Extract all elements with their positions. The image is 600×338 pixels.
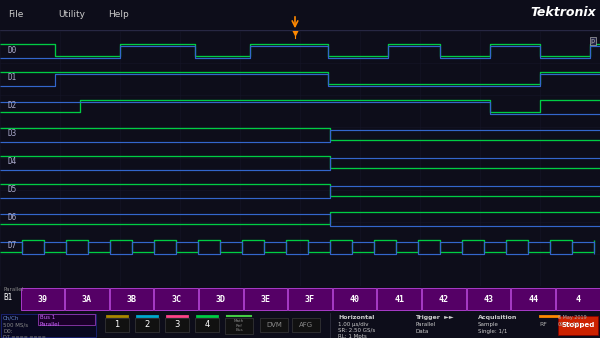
Text: 8 May 2019: 8 May 2019	[558, 315, 587, 320]
Text: Acquisition: Acquisition	[478, 315, 517, 320]
Text: 40: 40	[350, 295, 359, 304]
Text: D4: D4	[7, 157, 16, 166]
Text: B1: B1	[3, 293, 12, 302]
Text: 2: 2	[145, 320, 149, 329]
Bar	[110, 288, 154, 311]
Bar	[288, 288, 332, 311]
Text: 44: 44	[528, 295, 538, 304]
Text: Parallel: Parallel	[415, 322, 435, 327]
Text: D7 ==== ====: D7 ==== ====	[3, 335, 46, 338]
Text: AFG: AFG	[299, 322, 313, 328]
Text: 4: 4	[205, 320, 209, 329]
Text: 43: 43	[484, 295, 493, 304]
Bar	[20, 288, 64, 311]
Bar	[260, 318, 288, 332]
Text: 42: 42	[439, 295, 449, 304]
Text: Data: Data	[415, 329, 428, 334]
Text: D7: D7	[7, 241, 16, 250]
Text: 3F: 3F	[305, 295, 315, 304]
Text: Ch/Ch: Ch/Ch	[3, 316, 19, 321]
Text: 41: 41	[394, 295, 404, 304]
Text: D1: D1	[7, 73, 16, 82]
Text: Parallel: Parallel	[40, 321, 60, 327]
Text: D0: D0	[7, 46, 16, 54]
Text: Sample: Sample	[478, 322, 499, 327]
Text: 1.00 μs/div: 1.00 μs/div	[338, 321, 368, 327]
Text: DVM: DVM	[266, 322, 282, 328]
Text: File: File	[8, 10, 23, 19]
Text: 500 MS/s: 500 MS/s	[3, 322, 28, 327]
Bar	[165, 318, 189, 332]
Text: p: p	[591, 38, 595, 44]
Bar	[1, 314, 96, 337]
Text: Bus 1: Bus 1	[40, 315, 55, 320]
Bar	[65, 288, 109, 311]
Text: 3E: 3E	[260, 295, 271, 304]
Text: 3C: 3C	[171, 295, 181, 304]
Bar	[38, 314, 95, 325]
Text: Horizontal: Horizontal	[338, 315, 374, 320]
Text: Math
Ref
Bus: Math Ref Bus	[234, 319, 244, 333]
Text: D5: D5	[7, 185, 16, 194]
Bar	[467, 288, 510, 311]
Text: 3D: 3D	[216, 295, 226, 304]
Bar	[105, 318, 129, 332]
Bar	[422, 288, 466, 311]
Text: Tektronix: Tektronix	[530, 6, 596, 19]
Bar	[154, 288, 198, 311]
Text: RF: RF	[539, 322, 547, 327]
Bar	[199, 288, 242, 311]
Bar	[292, 318, 320, 332]
Bar	[333, 288, 376, 311]
Text: 39: 39	[37, 295, 47, 304]
Text: 3B: 3B	[127, 295, 137, 304]
Bar	[135, 318, 159, 332]
Bar	[377, 288, 421, 311]
Text: RL: 1 Mpts: RL: 1 Mpts	[338, 334, 367, 338]
Bar	[511, 288, 555, 311]
Text: Single: 1/1: Single: 1/1	[478, 329, 508, 334]
Text: Trigger  ►►: Trigger ►►	[415, 315, 454, 320]
Text: D2: D2	[7, 101, 16, 111]
Text: Utility: Utility	[58, 10, 85, 19]
Text: 1: 1	[115, 320, 119, 329]
Text: 09:11:50: 09:11:50	[558, 322, 580, 327]
Bar	[556, 288, 599, 311]
Text: D6: D6	[7, 213, 16, 222]
Text: 3A: 3A	[82, 295, 92, 304]
Text: SR: 2.50 GS/s: SR: 2.50 GS/s	[338, 328, 375, 333]
Text: D3: D3	[7, 129, 16, 138]
Text: Stopped: Stopped	[562, 322, 595, 328]
Bar	[195, 318, 219, 332]
Text: Parallel: Parallel	[3, 287, 23, 292]
Text: 3: 3	[175, 320, 179, 329]
Text: 4: 4	[575, 295, 580, 304]
Text: Help: Help	[108, 10, 129, 19]
Bar	[558, 316, 598, 335]
Bar	[244, 288, 287, 311]
Text: D0:: D0:	[3, 329, 13, 334]
Bar	[225, 318, 253, 334]
